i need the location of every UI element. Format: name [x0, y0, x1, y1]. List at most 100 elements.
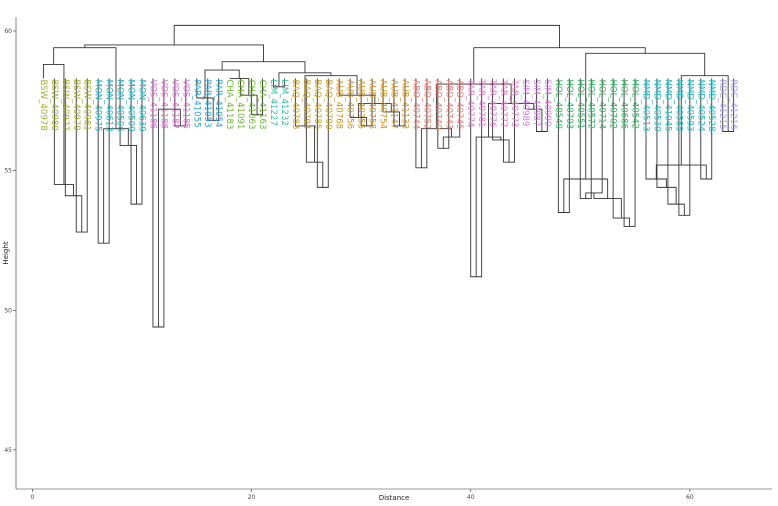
leaf-label: CHA_41091: [235, 79, 245, 129]
leaf-label: MON_40506: [115, 79, 125, 131]
leaf-label: PAR_41055: [191, 79, 201, 127]
leaf-label: SIM_40990: [542, 79, 552, 126]
leaf-label: AUB_40758: [367, 79, 377, 129]
leaf-label: TAR_40781: [476, 78, 486, 127]
dendrogram-branches: [42, 24, 735, 328]
leaf-label: NMD_40513: [641, 79, 651, 131]
branch-m39: [535, 78, 548, 132]
axes: 0 20 40 60 45 50 55 60 Distance Height: [2, 17, 772, 502]
branch-m4: [53, 78, 74, 196]
leaf-label: TAR_40774: [465, 78, 475, 127]
branch-m26: [357, 103, 392, 118]
leaf-label: AUB_40756: [345, 79, 355, 129]
leaf-label: HOL_40549: [553, 79, 563, 129]
leaf-label: BSW_40977: [60, 79, 70, 130]
branch-m17: [204, 69, 240, 98]
leaf-label: HOL_40686: [619, 79, 629, 129]
branch-m20: [305, 78, 324, 188]
leaf-label: VOS_41188: [158, 79, 168, 129]
leaf-label: NMD_40528: [706, 79, 716, 131]
x-tick-label: 40: [467, 494, 475, 501]
leaf-label: BAQ_40785: [312, 79, 322, 129]
branch-m55: [655, 164, 707, 179]
x-tick-label: 60: [686, 494, 694, 501]
leaf-label: ABO_40744: [410, 79, 420, 129]
leaf-label: MON_40975: [93, 79, 103, 131]
branch-m57: [680, 75, 729, 166]
leaf-label: HOL_40703: [564, 79, 574, 129]
branch-m31: [415, 78, 428, 169]
leaf-label: NMD_40585: [673, 79, 683, 131]
leaf-labels: BSW_40978 BSW_40980 BSW_40977 BSW_40979 BSW_…: [38, 78, 738, 131]
leaf-label: BAQ_40783: [290, 79, 300, 129]
leaf-label: CHA_41183: [224, 79, 234, 129]
leaf-label: ABO_40752: [421, 79, 431, 129]
branch-m8: [103, 128, 129, 244]
leaf-label: MON_40639: [137, 79, 147, 131]
leaf-label: AUB_40754: [378, 79, 388, 129]
x-tick-label: 20: [248, 494, 256, 501]
leaf-label: SIM_40987: [531, 79, 541, 126]
branch-m40: [525, 78, 543, 132]
branch-m61: [84, 44, 264, 62]
branch-m42: [436, 83, 512, 129]
y-axis-title: Height: [2, 241, 10, 264]
leaf-label: AUB_40755: [356, 79, 366, 129]
branch-m11: [157, 108, 181, 328]
leaf-label: HOL_40702: [608, 79, 618, 129]
leaf-label: CHA_41063: [246, 79, 256, 129]
branch-m16: [229, 77, 250, 96]
branch-m18: [273, 78, 285, 88]
branch-m3: [64, 78, 83, 233]
branch-m29: [278, 72, 332, 87]
leaf-label: NMD_40530: [651, 79, 661, 131]
y-ticks: 45 50 55 60: [4, 28, 16, 454]
branch-m60: [53, 47, 117, 129]
leaf-label: CHA_41163: [257, 79, 267, 129]
leaf-label: HOL_40551: [575, 79, 585, 129]
y-tick-label: 45: [4, 447, 12, 454]
leaf-label: TAR_40777: [498, 78, 508, 127]
leaf-label: NMD_40524: [695, 79, 705, 131]
leaf-label: LIM_41227: [268, 79, 278, 125]
leaf-label: AUB_41133: [399, 79, 409, 129]
branch-m1: [97, 78, 110, 244]
branch-m62: [173, 24, 560, 48]
x-tick-label: 0: [31, 494, 35, 501]
leaf-label: BSW_40979: [71, 79, 81, 130]
leaf-label: ABO_40743: [443, 79, 453, 129]
leaf-label: BSW_40980: [49, 79, 59, 130]
branch-m19: [316, 78, 329, 188]
leaf-label: MON_40613: [104, 79, 114, 131]
branch-m59: [473, 47, 646, 85]
leaf-label: VOS_41185: [180, 79, 190, 129]
leaf-label: MON_40509: [126, 79, 136, 131]
branch-m25: [382, 78, 400, 126]
leaf-label: ABO_40745: [454, 79, 464, 129]
leaf-label: PAR_41053: [202, 79, 212, 127]
leaf-label: AUB_40768: [334, 79, 344, 129]
branch-m28: [304, 75, 358, 126]
leaf-label: RDC_41215: [717, 79, 727, 129]
branch-m15: [240, 78, 258, 115]
leaf-label: RDC_41216: [728, 79, 738, 129]
leaf-label: NMD_40593: [684, 79, 694, 131]
leaf-label: BSW_40981: [82, 79, 92, 130]
branch-m38: [475, 136, 502, 277]
branch-m33: [442, 78, 461, 149]
branch-m35: [470, 78, 483, 278]
leaf-label: HOL_40714: [597, 79, 607, 129]
y-tick-label: 50: [4, 307, 12, 314]
branch-m36: [503, 78, 515, 163]
y-tick-label: 60: [4, 28, 12, 35]
leaf-label: HOL_40572: [586, 79, 596, 129]
branch-m47: [612, 78, 631, 227]
x-axis-title: Distance: [379, 494, 410, 502]
branch-m13: [196, 78, 214, 121]
branch-m9: [152, 78, 165, 328]
leaf-label: BSW_40978: [38, 79, 48, 130]
x-ticks: 0 20 40 60: [31, 489, 694, 501]
leaf-label: TAR_40773: [509, 78, 519, 127]
leaf-label: ABO_40740: [432, 79, 442, 129]
